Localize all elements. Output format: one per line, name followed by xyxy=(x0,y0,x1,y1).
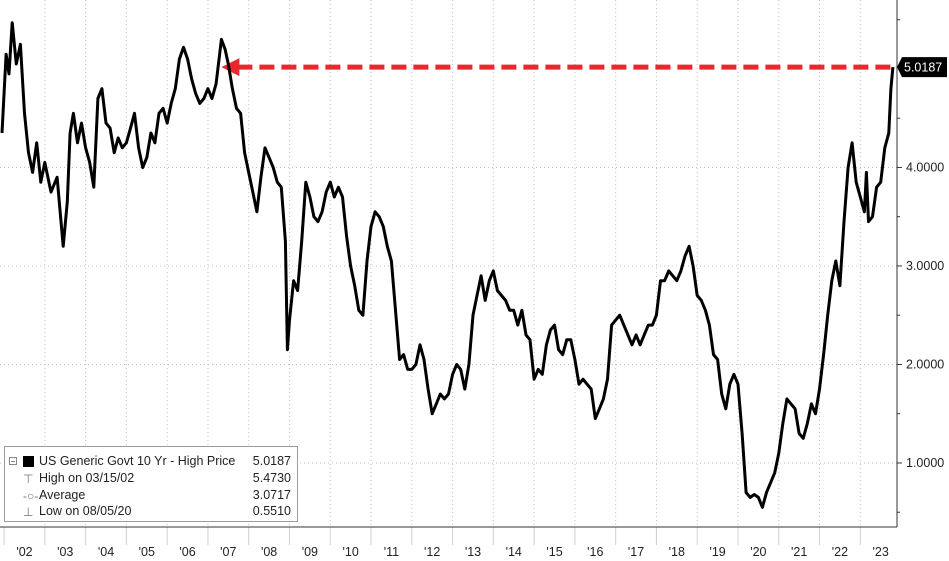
legend-series-row[interactable]: US Generic Govt 10 Yr - High Price 5.018… xyxy=(5,453,291,469)
x-tick-label: '15 xyxy=(546,545,562,559)
x-tick-label: '05 xyxy=(139,545,155,559)
y-tick-label: 4.0000 xyxy=(906,160,944,174)
low-marker-icon: ⊥ xyxy=(23,505,34,519)
x-tick-label: '09 xyxy=(302,545,318,559)
x-tick-label: '20 xyxy=(750,545,766,559)
y-tick-label: 1.0000 xyxy=(906,456,944,470)
x-tick-label: '19 xyxy=(709,545,725,559)
legend-series-label: US Generic Govt 10 Yr - High Price xyxy=(39,454,236,468)
x-tick-label: '10 xyxy=(342,545,358,559)
x-tick-label: '22 xyxy=(832,545,848,559)
x-tick-label: '07 xyxy=(220,545,236,559)
x-tick-label: '12 xyxy=(424,545,440,559)
current-value-label: 5.0187 xyxy=(904,61,942,75)
x-tick-label: '06 xyxy=(179,545,195,559)
legend-high-label: High on 03/15/02 xyxy=(39,471,135,485)
x-tick-label: '21 xyxy=(791,545,807,559)
legend-average-row: -○- Average 3.0717 xyxy=(5,487,291,503)
x-tick-label: '02 xyxy=(16,545,32,559)
x-tick-label: '11 xyxy=(384,545,399,559)
current-value-tag xyxy=(897,57,947,78)
high-marker-icon: ⊤ xyxy=(23,472,34,486)
legend-high-value: 5.4730 xyxy=(252,471,291,485)
x-tick-label: '03 xyxy=(57,545,73,559)
x-tick-label: '14 xyxy=(506,545,522,559)
y-tick-label: 3.0000 xyxy=(906,259,944,273)
legend-series-value: 5.0187 xyxy=(252,454,291,468)
x-tick-label: '04 xyxy=(98,545,114,559)
chart-legend: US Generic Govt 10 Yr - High Price 5.018… xyxy=(4,446,298,522)
x-tick-label: '23 xyxy=(873,545,889,559)
x-tick-label: '18 xyxy=(669,545,685,559)
series-swatch xyxy=(23,456,34,467)
average-marker-icon: -○- xyxy=(23,489,39,503)
y-tick-label: 2.0000 xyxy=(906,357,944,371)
legend-average-label: Average xyxy=(39,488,86,502)
x-tick-label: '16 xyxy=(587,545,603,559)
legend-low-row: ⊥ Low on 08/05/20 0.5510 xyxy=(5,503,291,519)
legend-low-value: 0.5510 xyxy=(252,504,291,518)
legend-low-label: Low on 08/05/20 xyxy=(39,504,132,518)
reference-arrowhead xyxy=(221,58,240,77)
x-tick-label: '13 xyxy=(465,545,481,559)
collapse-icon[interactable] xyxy=(9,457,17,465)
legend-high-row: ⊤ High on 03/15/02 5.4730 xyxy=(5,470,291,486)
x-tick-label: '17 xyxy=(628,545,644,559)
series-line xyxy=(0,21,895,509)
x-tick-label: '08 xyxy=(261,545,277,559)
legend-average-value: 3.0717 xyxy=(252,488,291,502)
